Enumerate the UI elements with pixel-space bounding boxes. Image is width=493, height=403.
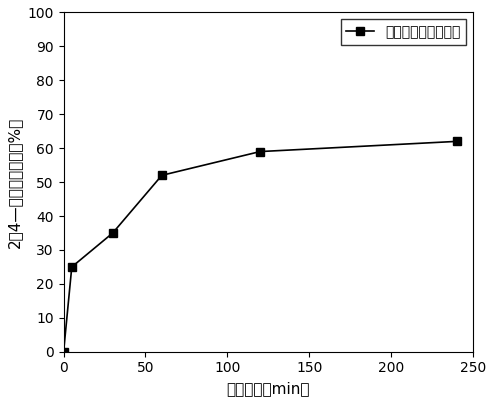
Y-axis label: 2，4—二氯酚降解率（%）: 2，4—二氯酚降解率（%） xyxy=(7,116,22,248)
复合零价铁脱氯药剂 xyxy=(454,139,459,144)
复合零价铁脱氯药剂 xyxy=(69,264,75,269)
复合零价铁脱氯药剂 xyxy=(257,149,263,154)
Line: 复合零价铁脱氯药剂: 复合零价铁脱氯药剂 xyxy=(60,137,461,356)
复合零价铁脱氯药剂 xyxy=(61,349,67,354)
X-axis label: 反应时间（min）: 反应时间（min） xyxy=(226,381,310,396)
复合零价铁脱氯药剂 xyxy=(110,231,116,235)
Legend: 复合零价铁脱氯药剂: 复合零价铁脱氯药剂 xyxy=(341,19,466,44)
复合零价铁脱氯药剂 xyxy=(159,173,165,178)
